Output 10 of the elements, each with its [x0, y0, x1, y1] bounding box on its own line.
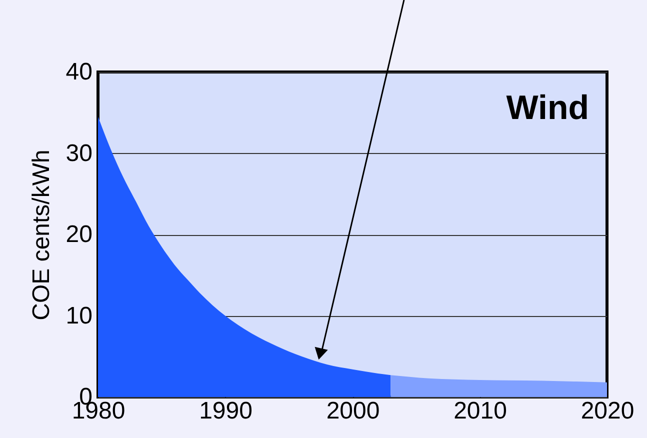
x-tick-label: 2000: [326, 398, 380, 424]
y-tick-label: 40: [66, 58, 92, 86]
y-axis-title: COE cents/kWh: [28, 150, 55, 320]
y-tick-label: 20: [66, 221, 92, 248]
x-tick-label: 2010: [454, 398, 507, 424]
annotation: Wind: [506, 89, 589, 127]
y-tick-label: 10: [66, 302, 92, 330]
x-tick-label: 2020: [580, 398, 634, 424]
y-tick-label: 30: [66, 140, 92, 167]
x-tick-label: 1990: [199, 398, 252, 424]
